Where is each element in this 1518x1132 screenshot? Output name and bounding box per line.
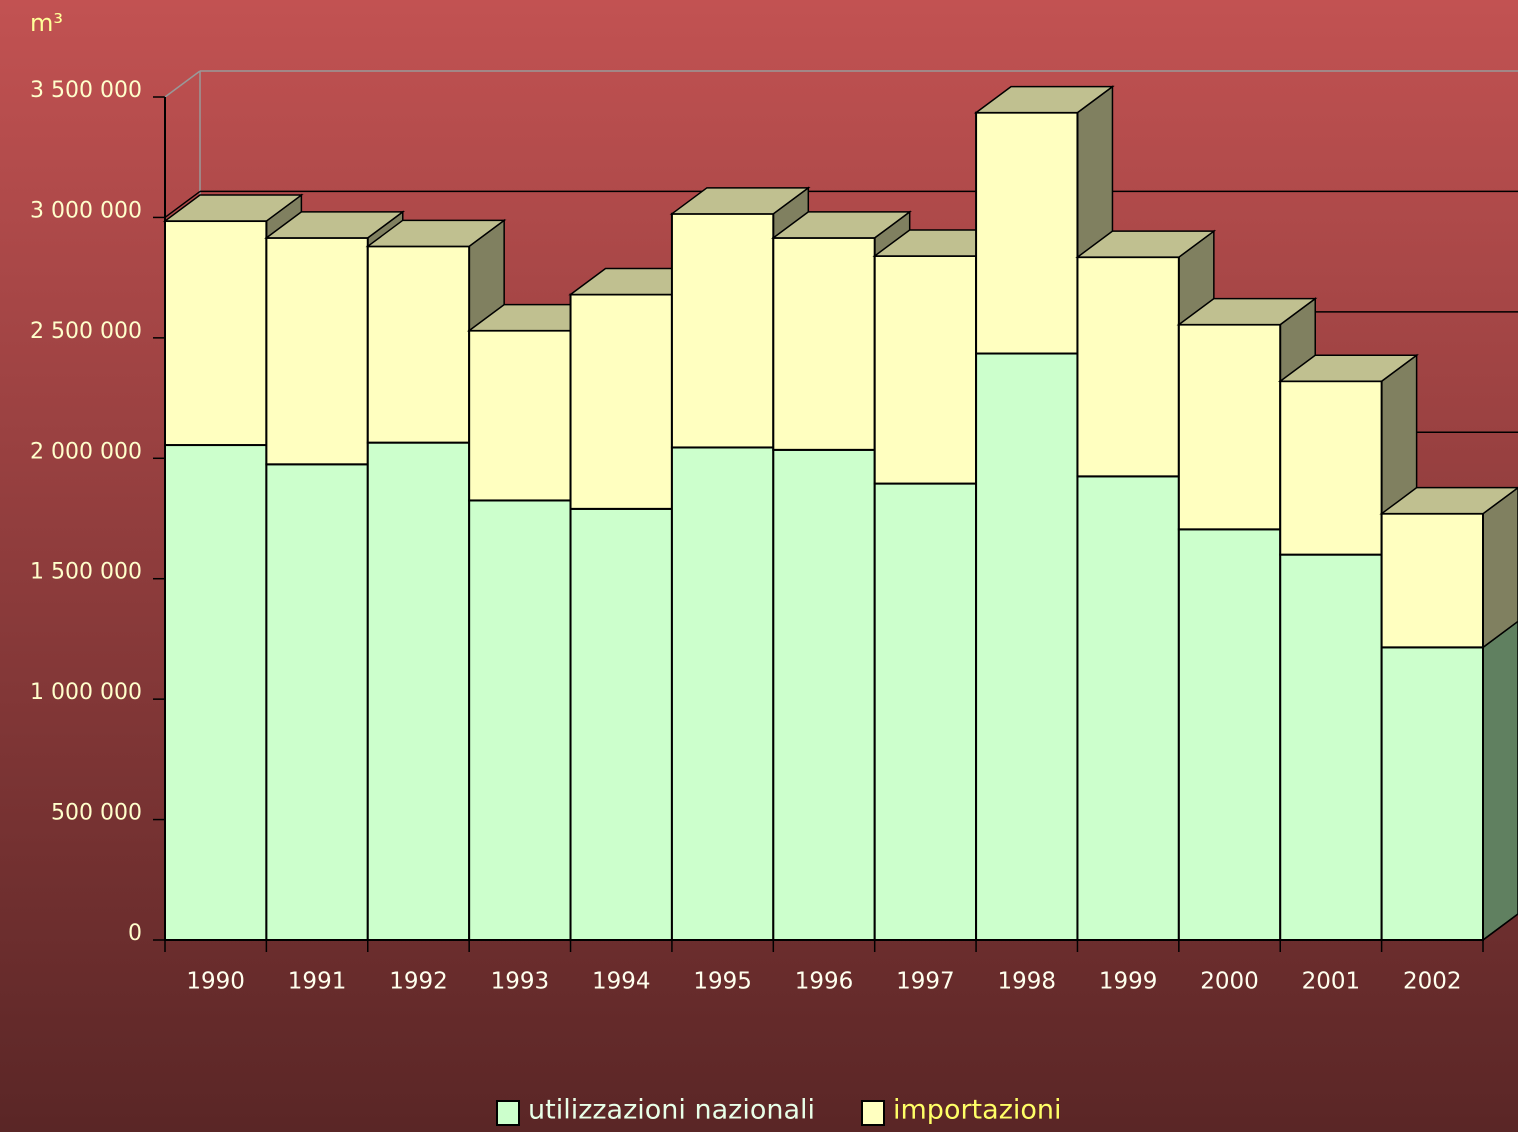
bar-segment	[569, 293, 673, 510]
y-tick-label: 3 500 000	[30, 78, 142, 103]
bar-top	[973, 85, 1115, 114]
bar-segment	[265, 463, 369, 941]
bar-top	[1277, 354, 1419, 382]
bar-segment	[1380, 512, 1484, 649]
bar-top	[771, 211, 912, 239]
x-tick-label: 2000	[1200, 969, 1259, 995]
x-tick-label: 1999	[1099, 969, 1158, 995]
bar-top	[1176, 297, 1318, 326]
x-tick-label: 1996	[795, 969, 854, 995]
x-tick-label: 1995	[693, 969, 752, 995]
bar-segment	[468, 499, 572, 941]
y-tick-label: 2 500 000	[30, 319, 142, 344]
legend-swatch	[496, 1100, 520, 1126]
y-tick-label: 2 000 000	[30, 439, 142, 464]
bar-segment	[366, 441, 471, 941]
bar-segment	[1177, 323, 1282, 531]
y-tick-label: 3 000 000	[30, 198, 142, 223]
bar-side	[1482, 620, 1518, 942]
bar-segment	[975, 352, 1079, 941]
legend-label: utilizzazioni nazionali	[528, 1095, 815, 1126]
grid-line-diagonal	[164, 190, 201, 219]
bar-segment	[569, 507, 673, 941]
y-tick-label: 500 000	[51, 801, 142, 826]
bar-segment	[1076, 256, 1180, 478]
bar-segment	[670, 446, 775, 941]
x-tick-label: 2002	[1403, 969, 1462, 995]
bar-segment	[772, 448, 876, 941]
bar-top	[669, 187, 811, 215]
bar-segment	[164, 220, 268, 447]
x-tick-label: 1998	[997, 969, 1056, 995]
bar-top	[264, 211, 406, 239]
bar-segment	[975, 111, 1079, 355]
x-tick-label: 2001	[1302, 969, 1361, 995]
x-tick-label: 1997	[896, 969, 955, 995]
y-tick-label: 1 500 000	[30, 560, 142, 585]
bar-top	[1379, 486, 1518, 515]
bar-top	[365, 219, 507, 248]
bar-segment	[366, 245, 471, 444]
y-axis-title: m³	[30, 9, 63, 37]
x-tick-label: 1993	[491, 969, 550, 995]
bar-segment	[1076, 475, 1180, 941]
x-axis-depth	[1482, 913, 1518, 941]
bar-side	[1482, 486, 1518, 649]
x-tick-label: 1992	[389, 969, 448, 995]
bar-segment	[1279, 380, 1383, 556]
bar-segment	[1177, 528, 1282, 941]
y-tick-label: 0	[128, 921, 142, 946]
bar-segment	[164, 444, 268, 941]
bar-top	[1075, 230, 1217, 258]
bar-segment	[468, 329, 572, 502]
bar-segment	[670, 212, 775, 449]
bar-segment	[772, 236, 876, 451]
x-tick-label: 1990	[186, 969, 245, 995]
y-tick-label: 1 000 000	[30, 680, 142, 705]
legend-label: importazioni	[893, 1095, 1062, 1126]
bar-segment	[873, 482, 978, 941]
x-tick-label: 1994	[592, 969, 651, 995]
x-tick-label: 1991	[288, 969, 347, 995]
grid-line-diagonal	[164, 70, 201, 98]
bar-segment	[873, 254, 978, 485]
bar-segment	[1380, 646, 1484, 941]
bar-top	[162, 194, 304, 222]
bar-segment	[1279, 553, 1383, 942]
legend-swatch	[861, 1100, 885, 1126]
bar-segment	[265, 236, 369, 466]
